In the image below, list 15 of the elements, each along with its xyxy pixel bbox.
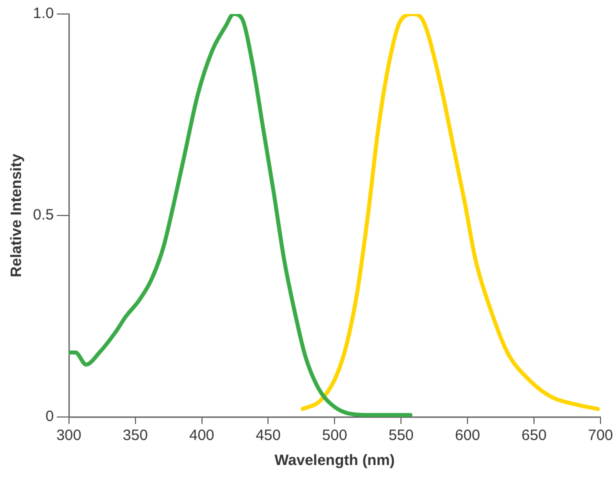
x-tick-label: 600 [455, 427, 480, 444]
y-tick-label: 1.0 [32, 5, 54, 22]
x-axis-title: Wavelength (nm) [274, 452, 395, 470]
y-tick-label: 0.5 [32, 206, 54, 224]
x-tick-label: 400 [189, 427, 214, 444]
y-tick-label: 0 [46, 408, 54, 426]
x-tick-label: 650 [522, 427, 547, 444]
x-tick-label: 450 [256, 427, 281, 444]
x-tick-label: 350 [122, 427, 148, 444]
x-tick-label: 300 [56, 427, 82, 444]
line-series [300, 14, 600, 411]
x-tick-label: 700 [588, 427, 613, 444]
x-tick-label: 500 [322, 427, 348, 444]
x-tick-label: 550 [388, 427, 414, 444]
y-axis-title: Relative Intensity [8, 153, 26, 278]
